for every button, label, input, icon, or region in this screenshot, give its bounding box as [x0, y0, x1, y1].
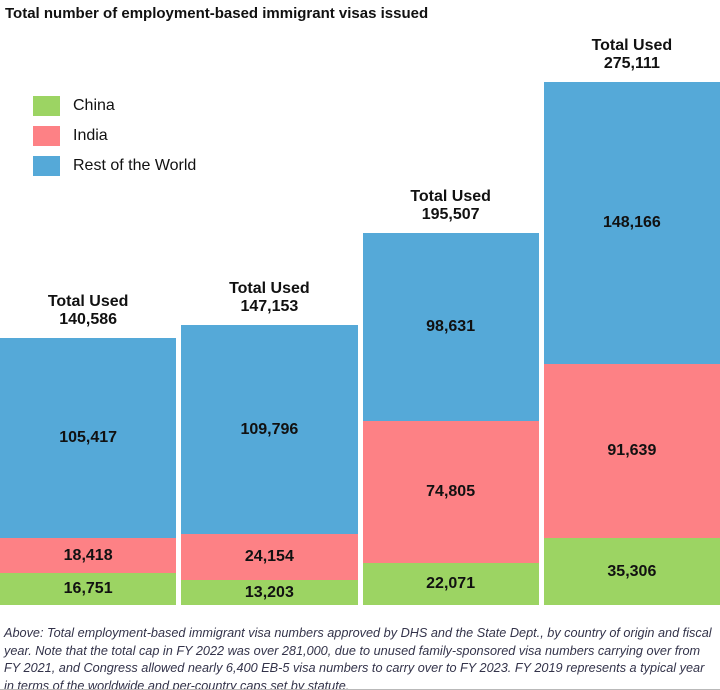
segment-rest-of-the-world: 105,417	[0, 338, 177, 538]
segment-rest-of-the-world: 109,796	[181, 325, 358, 534]
segment-china: 16,751	[0, 573, 177, 605]
legend-item-india: India	[33, 126, 196, 146]
segment-value-label: 13,203	[244, 583, 294, 601]
segment-china: 13,203	[181, 580, 358, 605]
segment-china: 22,071	[362, 563, 539, 605]
stacked-bar-group: Total Used 140,586 105,417 18,418 16,751 Tota…	[0, 0, 720, 605]
legend-label-rest-of-world: Rest of the World	[73, 157, 197, 174]
segment-value-label: 98,631	[426, 318, 476, 335]
legend-label-india: India	[73, 127, 108, 144]
segment-rest-of-the-world: 148,166	[543, 82, 720, 364]
segment-india: 74,805	[362, 421, 539, 563]
segment-value-label: 24,154	[244, 548, 294, 565]
bar-total-label: Total Used 140,586	[47, 293, 129, 328]
segment-value-label: 109,796	[240, 420, 299, 438]
segment-india: 91,639	[543, 364, 720, 538]
chart-title: Total number of employment-based immigra…	[5, 5, 429, 22]
bar-total-label: Total Used 275,111	[591, 37, 673, 72]
bar-column: Total Used 275,111 148,166 91,639 35,306	[543, 0, 720, 605]
segment-india: 24,154	[181, 534, 358, 580]
segment-india: 18,418	[0, 538, 177, 573]
segment-value-label: 148,166	[602, 214, 661, 231]
segment-value-label: 35,306	[607, 562, 657, 580]
legend: China India Rest of the World	[33, 96, 196, 176]
rest-of-world-color-swatch	[33, 156, 60, 176]
india-color-swatch	[33, 126, 60, 146]
legend-item-rest-of-world: Rest of the World	[33, 156, 196, 176]
segment-value-label: 22,071	[426, 575, 476, 592]
segment-value-label: 105,417	[59, 429, 118, 446]
segment-value-label: 91,639	[607, 442, 657, 459]
segment-china: 35,306	[543, 538, 720, 605]
segment-value-label: 18,418	[63, 546, 113, 564]
bar-column: Total Used 140,586 105,417 18,418 16,751	[0, 0, 177, 605]
bar-column: Total Used 147,153 109,796 24,154 13,203	[181, 0, 358, 605]
bar-total-label: Total Used 147,153	[229, 280, 310, 315]
legend-label-china: China	[73, 97, 115, 114]
china-color-swatch	[33, 96, 60, 116]
bar-column: Total Used 195,507 98,631 74,805 22,071	[362, 0, 539, 605]
legend-item-china: China	[33, 96, 196, 116]
segment-value-label: 16,751	[63, 580, 113, 597]
footnote: Above: Total employment-based immigrant …	[4, 626, 712, 690]
segment-value-label: 74,805	[426, 483, 476, 500]
segment-rest-of-the-world: 98,631	[362, 233, 539, 421]
bar-total-label: Total Used 195,507	[410, 188, 491, 223]
